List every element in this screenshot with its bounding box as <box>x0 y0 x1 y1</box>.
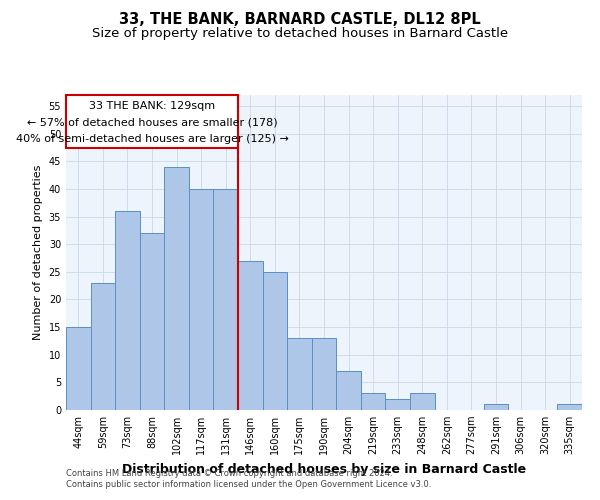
Text: ← 57% of detached houses are smaller (178): ← 57% of detached houses are smaller (17… <box>26 117 277 127</box>
Bar <box>263 272 287 410</box>
Bar <box>214 189 238 410</box>
Bar <box>238 261 263 410</box>
Bar <box>410 394 434 410</box>
Y-axis label: Number of detached properties: Number of detached properties <box>33 165 43 340</box>
Bar <box>484 404 508 410</box>
Text: 40% of semi-detached houses are larger (125) →: 40% of semi-detached houses are larger (… <box>16 134 289 143</box>
Bar <box>189 189 214 410</box>
Bar <box>66 327 91 410</box>
Text: 33, THE BANK, BARNARD CASTLE, DL12 8PL: 33, THE BANK, BARNARD CASTLE, DL12 8PL <box>119 12 481 28</box>
Bar <box>140 233 164 410</box>
Bar <box>91 283 115 410</box>
Bar <box>336 372 361 410</box>
Text: 33 THE BANK: 129sqm: 33 THE BANK: 129sqm <box>89 100 215 110</box>
Bar <box>115 211 140 410</box>
Text: Size of property relative to detached houses in Barnard Castle: Size of property relative to detached ho… <box>92 28 508 40</box>
Text: Contains public sector information licensed under the Open Government Licence v3: Contains public sector information licen… <box>66 480 431 489</box>
Bar <box>312 338 336 410</box>
Bar <box>557 404 582 410</box>
Bar <box>361 394 385 410</box>
Bar <box>385 399 410 410</box>
Text: Contains HM Land Registry data © Crown copyright and database right 2024.: Contains HM Land Registry data © Crown c… <box>66 468 392 477</box>
FancyBboxPatch shape <box>66 95 238 148</box>
Bar <box>287 338 312 410</box>
Bar <box>164 167 189 410</box>
X-axis label: Distribution of detached houses by size in Barnard Castle: Distribution of detached houses by size … <box>122 462 526 475</box>
